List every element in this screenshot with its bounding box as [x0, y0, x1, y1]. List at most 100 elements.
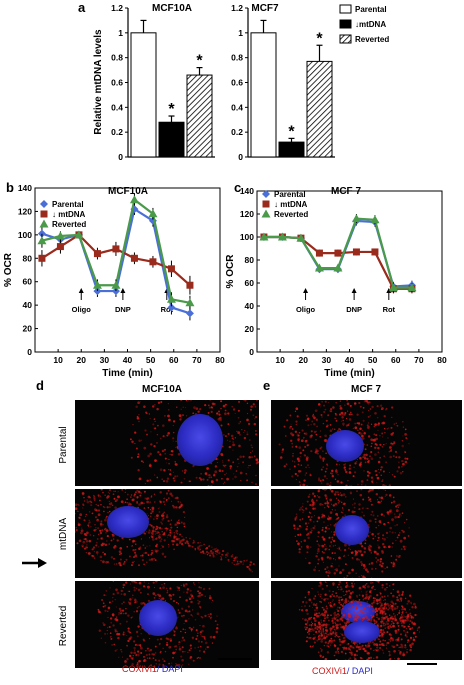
mitochondria-dot: [197, 410, 200, 413]
ocr-ytick-label: 140: [240, 186, 254, 196]
mitochondria-dot: [328, 556, 332, 560]
mitochondria-dot: [326, 400, 329, 401]
mitochondria-dot: [209, 394, 210, 395]
mitochondria-dot: [340, 588, 343, 591]
mitochondria-dot: [151, 538, 155, 541]
mitochondria-dot: [175, 529, 179, 533]
ocr-ylabel-1: % OCR: [225, 254, 236, 289]
mitochondria-dot: [404, 597, 407, 600]
ocr-legend-marker-parental: [262, 190, 270, 198]
mitochondria-dot: [368, 646, 370, 648]
mitochondria-dot: [183, 622, 185, 625]
mitochondria-dot: [164, 503, 166, 505]
mitochondria-dot: [369, 544, 371, 547]
mitochondria-dot: [229, 388, 231, 390]
mitochondria-dot: [334, 559, 337, 561]
mitochondria-dot: [375, 622, 377, 624]
mitochondria-dot: [411, 642, 414, 645]
mitochondria-dot: [334, 509, 337, 511]
mitochondria-dot: [178, 589, 180, 591]
mitochondria-dot: [116, 649, 118, 651]
mitochondria-dot: [289, 468, 291, 470]
mitochondria-dot: [329, 595, 332, 598]
mitochondria-dot: [317, 477, 321, 480]
mitochondria-dot: [203, 636, 206, 639]
mitochondria-dot: [125, 607, 127, 610]
mitochondria-dot: [149, 417, 151, 420]
mitochondria-dot: [166, 477, 170, 480]
mitochondria-dot: [250, 444, 253, 447]
mitochondria-dot: [184, 469, 187, 472]
mitochondria-dot: [227, 558, 230, 561]
mitochondria-dot: [362, 585, 365, 588]
mitochondria-dot: [184, 609, 188, 613]
mitochondria-dot: [338, 516, 340, 519]
mitochondria-dot: [114, 599, 116, 601]
mitochondria-dot: [124, 664, 127, 667]
mitochondria-dot: [338, 556, 341, 560]
mitochondria-dot: [175, 367, 178, 370]
mitochondria-dot: [388, 607, 391, 610]
mitochondria-dot: [147, 599, 151, 603]
ocr-ytick-label: 20: [245, 324, 255, 334]
mitochondria-dot: [131, 564, 133, 567]
mitochondria-dot: [328, 570, 330, 572]
mitochondria-dot: [392, 645, 396, 649]
mitochondria-dot: [368, 563, 371, 565]
mitochondria-dot: [378, 599, 381, 602]
mitochondria-dot: [330, 516, 332, 518]
mitochondria-dot: [344, 543, 347, 547]
mitochondria-dot: [254, 455, 256, 457]
mitochondria-dot: [399, 651, 402, 654]
mitochondria-dot: [329, 629, 332, 632]
mitochondria-dot: [142, 544, 145, 546]
mitochondria-dot: [115, 616, 118, 618]
mitochondria-dot: [370, 451, 373, 454]
mitochondria-dot: [291, 475, 294, 478]
mitochondria-dot: [381, 480, 383, 483]
mitochondria-dot: [235, 556, 238, 559]
mitochondria-dot: [361, 423, 363, 426]
mitochondria-dot: [290, 423, 292, 425]
mitochondria-dot: [362, 577, 365, 578]
legend-swatch-parental: [339, 4, 352, 14]
mitochondria-dot: [401, 593, 404, 595]
mitochondria-dot: [147, 585, 150, 589]
mitochondria-dot: [177, 537, 180, 541]
mitochondria-dot: [412, 638, 416, 642]
mitochondria-dot: [369, 594, 372, 598]
mitochondria-dot: [154, 459, 157, 462]
mitochondria-dot: [211, 599, 214, 602]
mitochondria-dot: [149, 452, 152, 456]
mitochondria-dot: [352, 646, 354, 649]
mitochondria-dot: [382, 624, 385, 627]
mitochondria-dot: [209, 363, 210, 364]
mitochondria-dot: [367, 545, 371, 549]
mitochondria-dot: [232, 408, 236, 411]
mitochondria-dot: [323, 636, 327, 640]
mitochondria-dot: [299, 533, 302, 536]
mitochondria-dot: [223, 434, 225, 436]
mitochondria-dot: [154, 501, 156, 503]
mitochondria-dot: [163, 480, 165, 483]
mitochondria-dot: [396, 424, 399, 427]
mitochondria-dot: [370, 500, 372, 503]
legend-swatch-mtdna: [339, 19, 352, 29]
bar-0-1: [158, 121, 185, 158]
mitochondria-dot: [194, 618, 197, 621]
mitochondria-dot: [151, 549, 154, 552]
bar-ytick-label: 1.2: [111, 3, 123, 13]
mitochondria-dot: [119, 558, 122, 561]
mitochondria-dot: [89, 534, 92, 536]
mitochondria-dot: [197, 385, 198, 386]
mitochondria-dot: [100, 504, 102, 506]
mitochondria-dot: [339, 400, 342, 402]
mitochondria-dot: [323, 635, 326, 638]
mitochondria-dot: [159, 526, 162, 529]
mitochondria-dot: [182, 538, 185, 541]
mitochondria-dot: [161, 584, 163, 586]
mitochondria-dot: [174, 497, 177, 500]
mitochondria-dot: [406, 615, 410, 618]
mitochondria-dot: [138, 503, 141, 506]
mitochondria-dot: [172, 656, 174, 659]
